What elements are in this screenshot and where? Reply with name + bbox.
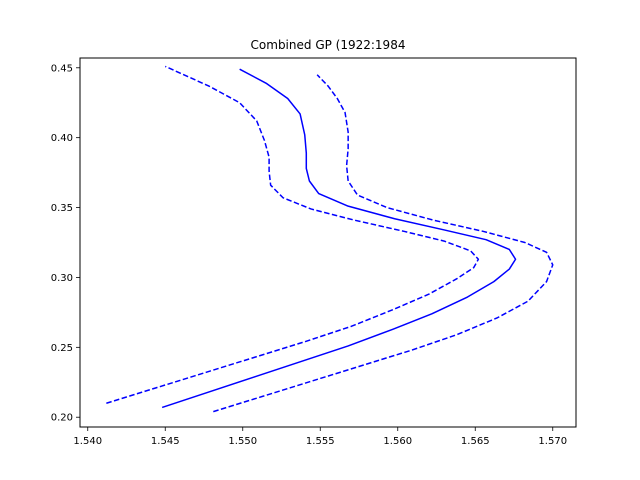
solid-mean-line-0 bbox=[161, 68, 517, 409]
chart-title: Combined GP (1922:1984 bbox=[251, 38, 406, 52]
axes: 1.540 1.545 1.550 1.555 1.560 1.565 1.570 0.20 0… bbox=[51, 63, 567, 447]
y-tick-label: 0.30 bbox=[51, 273, 73, 284]
y-tick-label: 0.40 bbox=[51, 133, 73, 144]
y-tick-label: 0.25 bbox=[51, 343, 73, 354]
x-tick-label: 1.560 bbox=[383, 436, 412, 447]
x-tick-label: 1.540 bbox=[73, 436, 102, 447]
y-tick-label: 0.45 bbox=[51, 63, 73, 74]
x-tick-label: 1.545 bbox=[151, 436, 180, 447]
x-tick-label: 1.565 bbox=[461, 436, 490, 447]
y-tick-label: 0.20 bbox=[51, 413, 73, 424]
plot-frame bbox=[79, 57, 577, 428]
dashed-bound-line-1 bbox=[106, 65, 480, 404]
x-tick-label: 1.550 bbox=[228, 436, 257, 447]
x-tick-label: 1.555 bbox=[306, 436, 335, 447]
x-tick-label: 1.570 bbox=[538, 436, 567, 447]
plot-area bbox=[106, 65, 554, 413]
dashed-bound-line-2 bbox=[213, 74, 554, 413]
y-tick-label: 0.35 bbox=[51, 203, 73, 214]
